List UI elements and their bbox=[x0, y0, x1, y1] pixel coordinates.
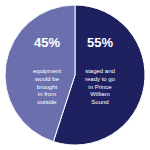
svg-text:staged andready to goin Prince: staged andready to goin PrinceWilliamSou… bbox=[85, 68, 116, 105]
svg-text:55%: 55% bbox=[87, 35, 113, 50]
svg-text:equipmentwould bebroughtin fro: equipmentwould bebroughtin fromoutside bbox=[33, 68, 61, 105]
svg-text:45%: 45% bbox=[34, 35, 60, 50]
